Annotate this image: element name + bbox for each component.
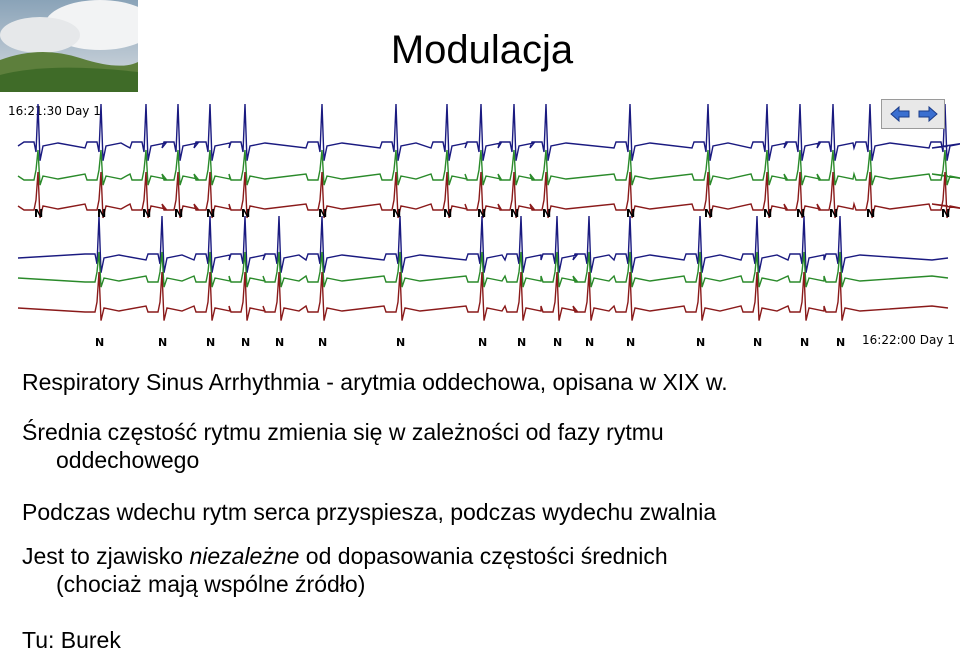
start-timestamp: 16:21:30 Day 1 [8,104,101,118]
ecg-trace-blue-lower [17,215,949,273]
beat-marker: N [34,207,43,220]
beat-marker: N [696,336,705,349]
beat-marker: N [753,336,762,349]
ecg-trace-red-lower [17,271,949,321]
beat-marker: N [866,207,875,220]
beat-marker: N [241,336,250,349]
beat-marker: N [95,336,104,349]
beat-marker: N [478,336,487,349]
ecg-trace-blue-upper [17,103,960,161]
beat-marker: N [542,207,551,220]
beat-marker: N [517,336,526,349]
bullet-subject: Tu: Burek [22,627,121,653]
beat-marker: N [477,207,486,220]
beat-marker: N [941,207,950,220]
beat-marker: N [829,207,838,220]
beat-marker: N [396,336,405,349]
beat-marker: N [553,336,562,349]
ecg-trace-red-upper [17,171,960,219]
beat-marker: N [97,207,106,220]
bullet-mean-rate-line2: oddechowego [56,447,200,473]
beat-marker: N [275,336,284,349]
bullet-independence-line2: (chociaż mają wspólne źródło) [56,571,366,597]
landscape-logo [0,0,138,92]
beat-marker: N [800,336,809,349]
beat-marker: N [796,207,805,220]
beat-marker: N [443,207,452,220]
beat-marker: N [142,207,151,220]
arrow-left-icon[interactable] [888,104,912,124]
beat-marker: N [510,207,519,220]
beat-markers: N N N N N N N N N N N N N N N N N N N N N N N N N N N N N N N N N N N [34,207,950,349]
arrow-right-icon[interactable] [916,104,940,124]
beat-marker: N [704,207,713,220]
beat-marker: N [392,207,401,220]
beat-marker: N [626,336,635,349]
bullet-rsa-definition: Respiratory Sinus Arrhythmia - arytmia o… [22,369,728,395]
beat-marker: N [836,336,845,349]
bullet-independence-prefix: Jest to zjawisko [22,543,190,569]
beat-marker: N [763,207,772,220]
ecg-traces [17,103,960,321]
ecg-trace-green-lower [17,251,949,288]
beat-marker: N [206,336,215,349]
beat-marker: N [318,336,327,349]
beat-marker: N [158,336,167,349]
bullet-independence-emphasis: niezależne [189,543,300,569]
beat-marker: N [626,207,635,220]
navigation-controls [881,99,945,129]
bullet-independence-suffix: od dopasowania częstości średnich [299,543,668,569]
bullet-mean-rate-line1: Średnia częstość rytmu zmienia się w zal… [22,419,664,445]
bullet-independence: Jest to zjawisko niezależne od dopasowan… [22,542,668,598]
beat-marker: N [241,207,250,220]
beat-marker: N [318,207,327,220]
beat-marker: N [585,336,594,349]
beat-marker: N [174,207,183,220]
ecg-trace-green-upper [17,149,960,186]
bullet-mean-rate: Średnia częstość rytmu zmienia się w zal… [22,418,664,474]
beat-marker: N [206,207,215,220]
bullet-inhale-exhale: Podczas wdechu rytm serca przyspiesza, p… [22,499,717,525]
end-timestamp: 16:22:00 Day 1 [862,333,955,347]
slide-title: Modulacja [390,28,574,72]
